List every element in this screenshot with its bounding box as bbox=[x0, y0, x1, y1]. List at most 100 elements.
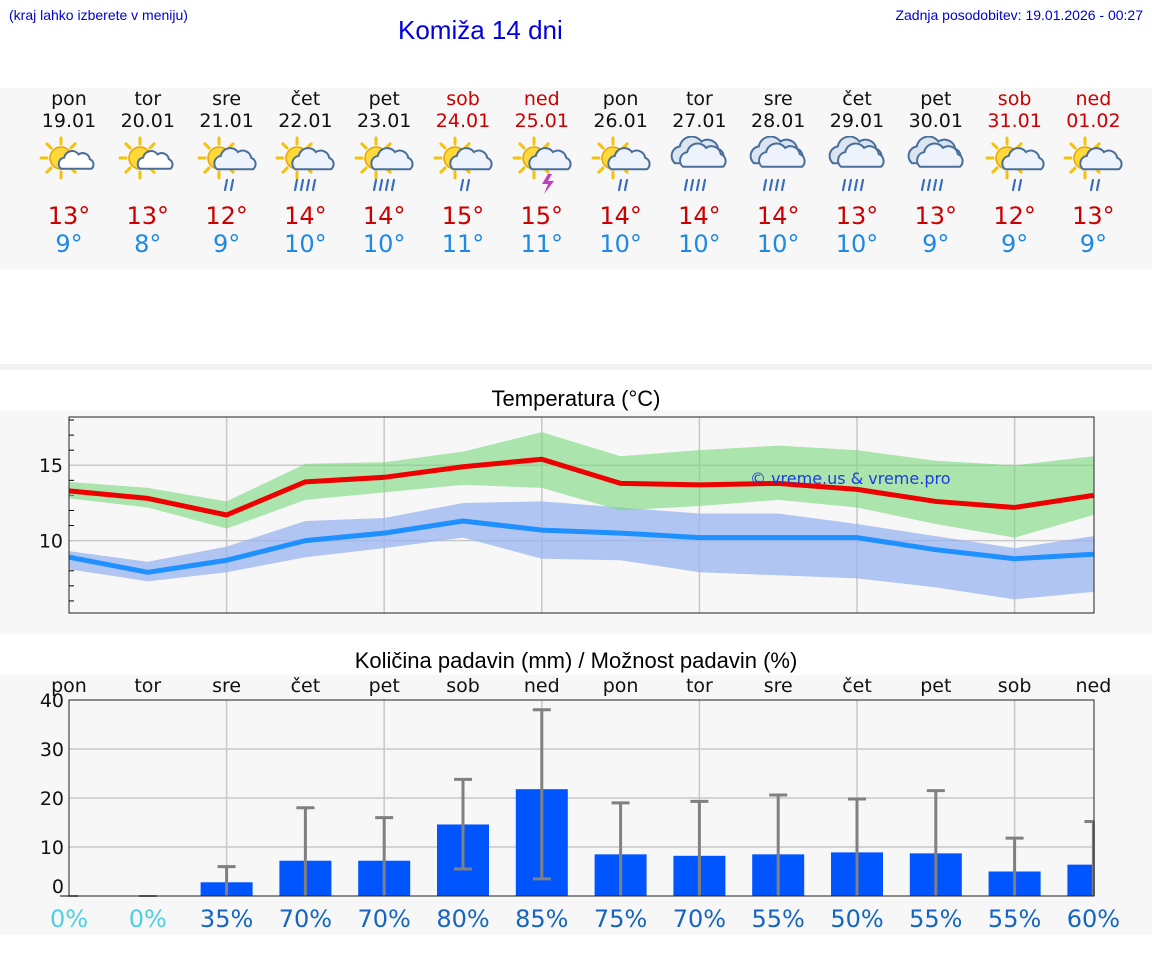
day-date: 24.01 bbox=[435, 110, 491, 132]
precipitation-probability: 85% bbox=[515, 905, 568, 933]
day-name: pon bbox=[602, 88, 639, 110]
day-column: čet 22.01 14° 10° bbox=[265, 88, 345, 258]
min-temperature: 10° bbox=[284, 230, 327, 258]
sun-cloud-rain-icon bbox=[197, 136, 257, 192]
day-column: tor 27.01 14° 10° bbox=[659, 88, 739, 258]
day-date: 25.01 bbox=[514, 110, 569, 132]
day-date: 29.01 bbox=[829, 110, 885, 132]
cloud-heavy-rain-icon bbox=[671, 135, 727, 192]
precipitation-probability: 55% bbox=[988, 905, 1041, 933]
precip-day-label: čet bbox=[291, 675, 321, 697]
precipitation-probability: 70% bbox=[358, 905, 411, 933]
precip-day-label: sob bbox=[446, 675, 480, 697]
max-temperature: 13° bbox=[47, 202, 91, 230]
min-temperature: 10° bbox=[835, 230, 879, 258]
day-date: 22.01 bbox=[278, 110, 333, 132]
page-title: Komiža 14 dni bbox=[398, 15, 563, 45]
day-column: pet 23.01 14° 10° bbox=[344, 88, 424, 258]
daily-forecast-panel bbox=[0, 88, 1152, 270]
day-column: sob 31.01 12° 9° bbox=[975, 88, 1055, 258]
precip-day-label: ned bbox=[524, 675, 560, 697]
day-column: sre 28.01 14° 10° bbox=[738, 88, 818, 258]
plot-frame bbox=[68, 416, 1095, 614]
day-name: pon bbox=[51, 88, 87, 110]
day-date: 28.01 bbox=[750, 110, 806, 132]
max-temperature: 14° bbox=[756, 202, 800, 230]
y-tick-label: 10 bbox=[40, 837, 64, 859]
sun-cloud-icon bbox=[39, 136, 95, 180]
precip-day-label: ned bbox=[1076, 675, 1112, 697]
max-temperature: 15° bbox=[520, 202, 564, 230]
day-name: ned bbox=[1075, 88, 1112, 110]
precip-day-label: sob bbox=[998, 675, 1032, 697]
max-temperature: 13° bbox=[835, 202, 879, 230]
precip-day-label: tor bbox=[134, 675, 161, 697]
precip-day-label: tor bbox=[686, 675, 713, 697]
precip-day-label: pet bbox=[920, 675, 951, 697]
y-tick-label: 40 bbox=[40, 690, 64, 712]
day-date: 23.01 bbox=[356, 110, 412, 132]
day-date: 01.02 bbox=[1066, 110, 1121, 132]
precipitation-probability: 75% bbox=[594, 905, 647, 933]
sun-cloud-rain-icon bbox=[591, 136, 651, 192]
precipitation-probability: 70% bbox=[673, 905, 726, 933]
min-temperature: 9° bbox=[55, 230, 83, 258]
min-temperature: 10° bbox=[678, 230, 721, 258]
sun-cloud-heavy-rain-icon bbox=[354, 136, 414, 192]
min-temperature: 11° bbox=[520, 230, 564, 258]
day-column: pon 19.01 13° 9° bbox=[29, 88, 109, 258]
day-name: ned bbox=[523, 88, 560, 110]
y-tick-label: 30 bbox=[40, 739, 64, 761]
precip-day-label: sre bbox=[212, 675, 241, 697]
y-tick-label: 0 bbox=[52, 876, 64, 898]
day-column: ned 01.02 13° 9° bbox=[1053, 88, 1133, 258]
day-name: sob bbox=[997, 88, 1032, 110]
day-name: sre bbox=[763, 88, 793, 110]
last-update: Zadnja posodobitev: 19.01.2026 - 00:27 bbox=[895, 7, 1143, 23]
y-tick-label: 10 bbox=[39, 531, 63, 553]
day-column: tor 20.01 13° 8° bbox=[108, 88, 188, 258]
min-temperature: 9° bbox=[212, 230, 241, 258]
sun-cloud-heavy-rain-icon bbox=[275, 136, 335, 192]
max-temperature: 12° bbox=[205, 202, 248, 230]
day-name: sre bbox=[212, 88, 242, 110]
min-temperature-line bbox=[68, 518, 1094, 575]
y-tick-label: 15 bbox=[39, 455, 63, 477]
precipitation-probability: 80% bbox=[436, 905, 489, 933]
min-range-band bbox=[69, 501, 1094, 600]
max-temperature: 14° bbox=[599, 202, 642, 230]
max-temperature-line bbox=[68, 456, 1094, 518]
temperature-chart: 15 10 © vreme.us & vreme.pro bbox=[39, 416, 1095, 614]
precipitation-probability: 55% bbox=[752, 905, 805, 933]
day-column: ned 25.01 15° 11° bbox=[502, 88, 582, 258]
precipitation-probability: 0% bbox=[129, 905, 167, 933]
precipitation-chart-title: Količina padavin (mm) / Možnost padavin … bbox=[354, 648, 798, 673]
min-temperature: 9° bbox=[1079, 230, 1108, 258]
precip-day-label: pon bbox=[51, 675, 87, 697]
day-date: 20.01 bbox=[120, 110, 175, 132]
precip-day-label: čet bbox=[842, 675, 872, 697]
sun-cloud-rain-icon bbox=[985, 136, 1045, 192]
day-column: čet 29.01 13° 10° bbox=[817, 88, 897, 258]
cloud-heavy-rain-icon bbox=[907, 135, 964, 192]
day-date: 30.01 bbox=[908, 110, 963, 132]
min-temperature: 10° bbox=[756, 230, 800, 258]
day-name: pet bbox=[920, 88, 952, 110]
day-date: 27.01 bbox=[672, 110, 727, 132]
min-temperature: 8° bbox=[134, 230, 162, 258]
location-hint: (kraj lahko izberete v meniju) bbox=[9, 7, 188, 23]
precipitation-probability: 0% bbox=[50, 905, 88, 933]
precipitation-probability: 50% bbox=[830, 905, 883, 933]
precipitation-probability: 55% bbox=[909, 905, 962, 933]
precip-day-label: pon bbox=[603, 675, 639, 697]
panel-divider bbox=[0, 364, 1152, 370]
max-temperature: 14° bbox=[284, 202, 327, 230]
day-date: 26.01 bbox=[593, 110, 648, 132]
day-column: pon 26.01 14° 10° bbox=[581, 88, 661, 258]
max-temperature: 15° bbox=[441, 202, 485, 230]
day-column: sob 24.01 15° 11° bbox=[423, 88, 503, 258]
precip-day-label: pet bbox=[369, 675, 400, 697]
max-temperature: 13° bbox=[1072, 202, 1115, 230]
cloud-heavy-rain-icon bbox=[749, 135, 806, 192]
cloud-heavy-rain-icon bbox=[828, 135, 885, 192]
